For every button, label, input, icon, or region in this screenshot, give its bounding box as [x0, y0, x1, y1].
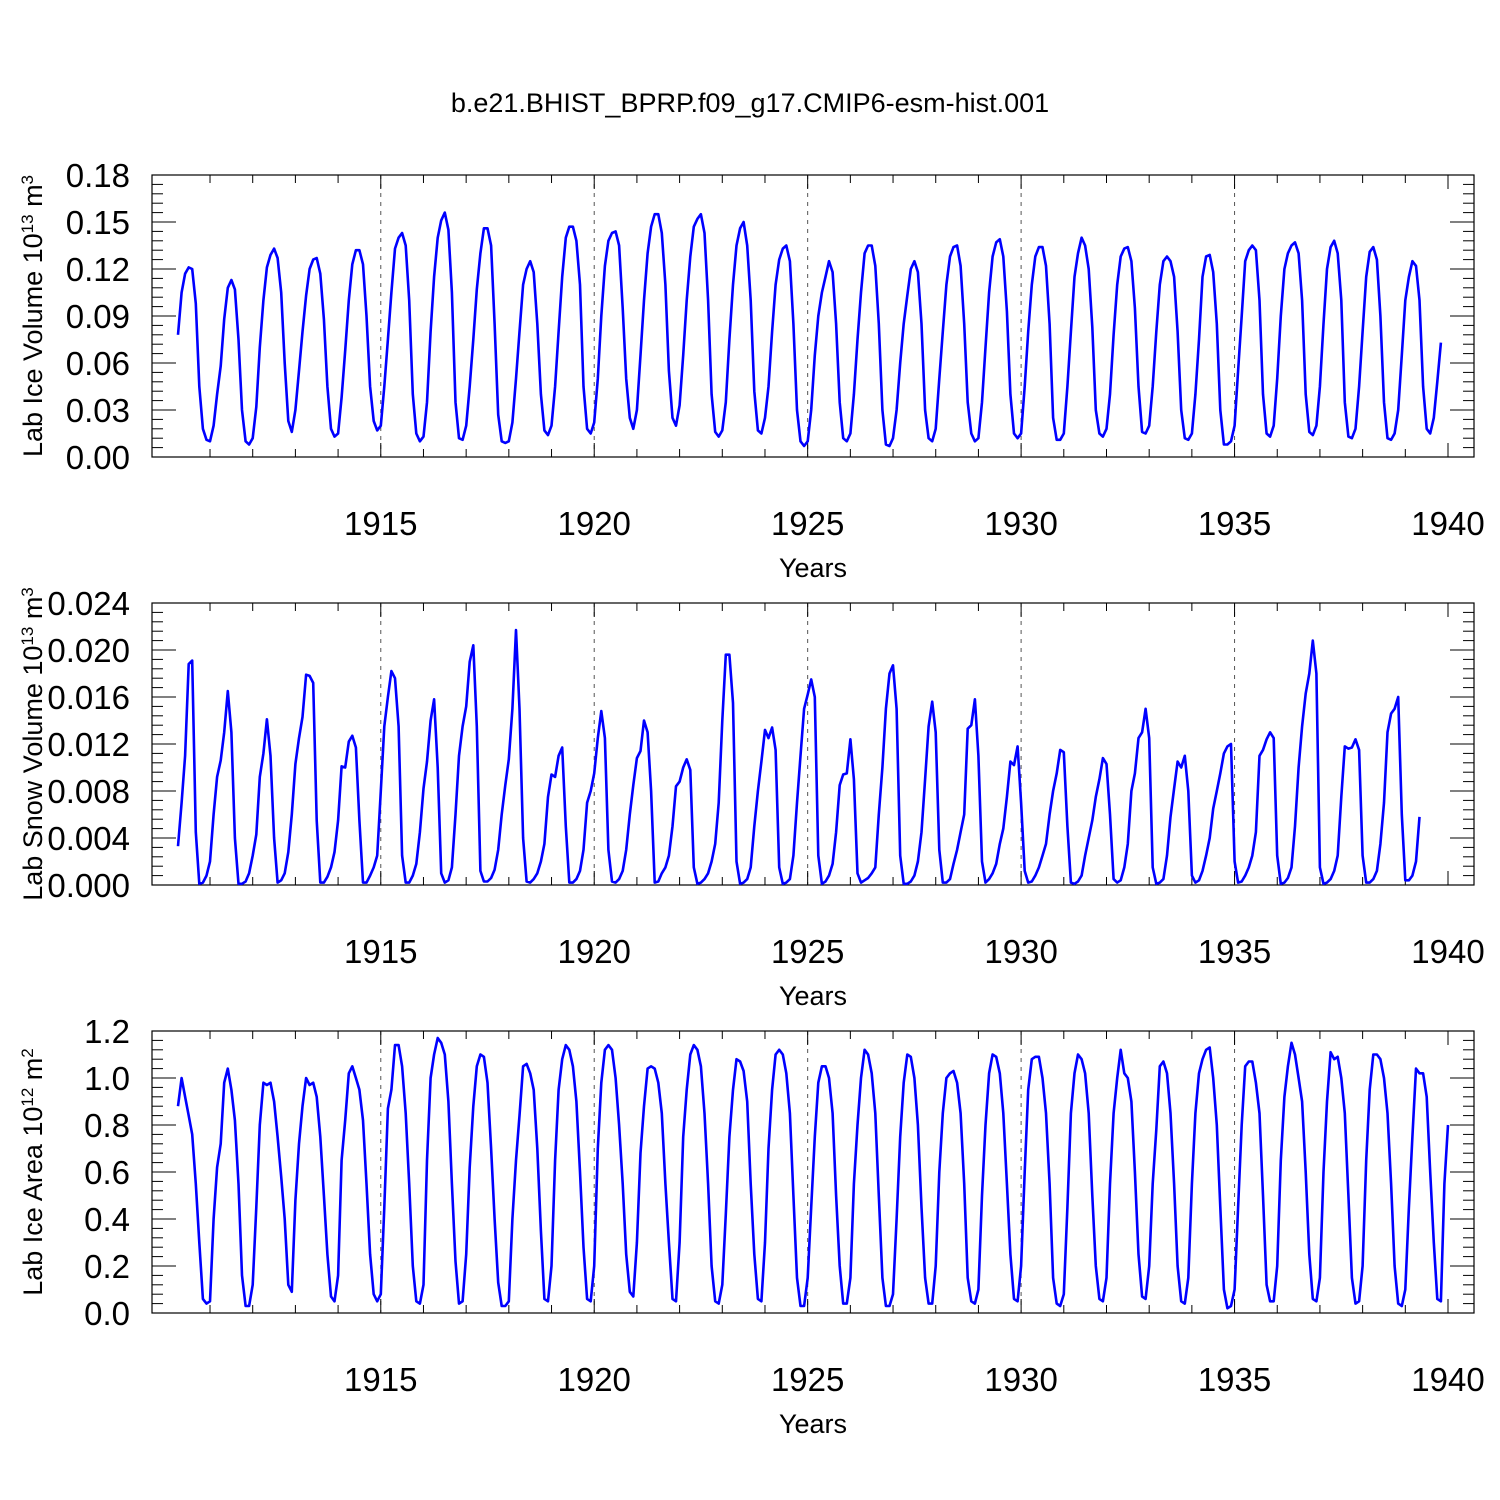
y-tick-label: 0.012 — [47, 726, 130, 763]
x-tick-label: 1930 — [984, 933, 1057, 970]
x-tick-label: 1930 — [984, 505, 1057, 542]
y-tick-label: 0.4 — [84, 1201, 130, 1238]
y-axis-title-text: Lab Ice Volume 10 — [18, 233, 48, 457]
y-tick-label: 0.020 — [47, 632, 130, 669]
y-tick-label: 0.09 — [66, 298, 130, 335]
y-axis-title-unit-exponent: 3 — [18, 175, 37, 184]
y-axis-title-exponent: 13 — [18, 627, 37, 646]
x-tick-label: 1925 — [771, 933, 844, 970]
panel-lab-ice-volume: 0.00 0.03 0.06 0.09 0.12 0.15 0.18 1915 1920 1925… — [18, 157, 1485, 583]
x-tick-label: 1920 — [558, 505, 631, 542]
y-tick-label: 0.6 — [84, 1154, 130, 1191]
y-axis-title: Lab Snow Volume 1013 m3 — [18, 587, 49, 901]
y-tick-label: 0.15 — [66, 204, 130, 241]
x-axis-title: Years — [779, 981, 847, 1011]
y-tick-label: 0.024 — [47, 585, 130, 622]
y-axis-title-unit-exponent: 3 — [18, 587, 37, 596]
y-axis-title-unit: m — [18, 597, 48, 627]
y-tick-label: 0.008 — [47, 773, 130, 810]
series-line — [176, 1036, 1450, 1310]
y-tick-label: 0.18 — [66, 157, 130, 194]
x-tick-label: 1920 — [558, 1361, 631, 1398]
y-tick-label: 0.0 — [84, 1295, 130, 1332]
x-tick-label: 1915 — [344, 505, 417, 542]
y-axis-title: Lab Ice Volume 1013 m3 — [18, 175, 49, 457]
y-tick-label: 0.2 — [84, 1248, 130, 1285]
x-tick-label: 1915 — [344, 1361, 417, 1398]
y-axis-title-unit-exponent: 2 — [18, 1048, 37, 1057]
y-axis-title-text: Lab Snow Volume 10 — [18, 646, 48, 901]
x-tick-label: 1920 — [558, 933, 631, 970]
series-line — [176, 211, 1443, 448]
x-axis-title: Years — [779, 1409, 847, 1439]
y-tick-label: 0.06 — [66, 345, 130, 382]
x-tick-label: 1935 — [1198, 505, 1271, 542]
x-axis-title: Years — [779, 553, 847, 583]
y-tick-label: 1.2 — [84, 1013, 130, 1050]
y-axis-title: Lab Ice Area 1012 m2 — [18, 1048, 49, 1296]
x-tick-label: 1935 — [1198, 1361, 1271, 1398]
x-tick-label: 1940 — [1411, 1361, 1484, 1398]
figure-title: b.e21.BHIST_BPRP.f09_g17.CMIP6-esm-hist.… — [451, 88, 1049, 118]
x-tick-label: 1925 — [771, 505, 844, 542]
y-tick-label: 0.03 — [66, 392, 130, 429]
y-tick-label: 0.000 — [47, 867, 130, 904]
y-tick-label: 0.12 — [66, 251, 130, 288]
x-tick-label: 1915 — [344, 933, 417, 970]
panel-lab-snow-volume: 0.000 0.004 0.008 0.012 0.016 0.020 0.024 1915 1… — [18, 585, 1485, 1011]
y-tick-label: 0.016 — [47, 679, 130, 716]
y-axis-title-text: Lab Ice Area 10 — [18, 1107, 48, 1296]
x-tick-label: 1940 — [1411, 505, 1484, 542]
panel-lab-ice-area: 0.0 0.2 0.4 0.6 0.8 1.0 1.2 1915 1920 1925 1930 193… — [18, 1013, 1485, 1439]
y-tick-label: 1.0 — [84, 1060, 130, 1097]
y-axis-title-unit: m — [18, 1058, 48, 1088]
x-tick-label: 1925 — [771, 1361, 844, 1398]
y-tick-label: 0.004 — [47, 820, 130, 857]
x-tick-label: 1930 — [984, 1361, 1057, 1398]
x-tick-label: 1935 — [1198, 933, 1271, 970]
y-tick-label: 0.8 — [84, 1107, 130, 1144]
y-axis-title-exponent: 12 — [18, 1088, 37, 1107]
series-line — [176, 628, 1421, 886]
y-axis-title-unit: m — [18, 184, 48, 214]
y-tick-label: 0.00 — [66, 439, 130, 476]
x-tick-label: 1940 — [1411, 933, 1484, 970]
y-axis-title-exponent: 13 — [18, 214, 37, 233]
